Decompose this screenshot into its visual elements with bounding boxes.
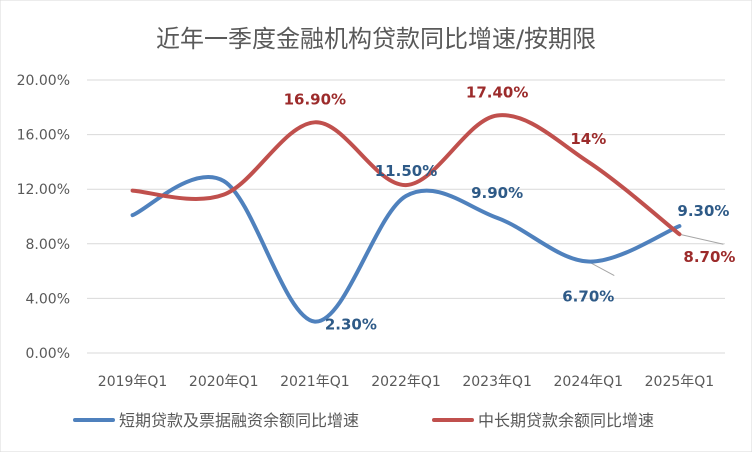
data-label: 9.90% xyxy=(471,184,523,202)
data-point xyxy=(314,121,316,123)
data-label: 17.40% xyxy=(466,83,528,101)
chart-title: 近年一季度金融机构贷款同比增速/按期限 xyxy=(156,25,596,53)
x-tick-label: 2019年Q1 xyxy=(98,374,168,390)
data-point xyxy=(223,194,225,196)
x-tick-label: 2020年Q1 xyxy=(189,374,259,390)
x-tick-label: 2022年Q1 xyxy=(371,374,441,390)
leader-line xyxy=(588,261,615,276)
legend-label: 中长期贷款余额同比增速 xyxy=(478,411,654,430)
data-label: 6.70% xyxy=(562,288,614,306)
data-point xyxy=(132,214,134,216)
leader-line xyxy=(679,233,724,245)
data-point xyxy=(587,261,589,263)
y-axis-ticks: 0.00% 4.00% 8.00% 12.00% 16.00% 20.00% xyxy=(17,73,70,362)
data-label: 11.50% xyxy=(375,162,437,180)
x-axis-ticks: 2019年Q1 2020年Q1 2021年Q1 2022年Q1 2023年Q1 2024年… xyxy=(98,374,714,390)
y-tick-label: 12.00% xyxy=(17,182,70,198)
x-tick-label: 2024年Q1 xyxy=(554,374,624,390)
y-tick-label: 20.00% xyxy=(17,73,70,89)
data-point xyxy=(132,190,134,192)
y-tick-label: 16.00% xyxy=(17,128,70,144)
x-tick-label: 2021年Q1 xyxy=(280,374,350,390)
legend: 短期贷款及票据融资余额同比增速 中长期贷款余额同比增速 xyxy=(73,411,654,430)
data-point xyxy=(678,233,680,235)
data-point xyxy=(587,161,589,163)
gridlines xyxy=(87,79,725,354)
data-label: 9.30% xyxy=(677,202,729,220)
series-lines xyxy=(130,113,682,324)
x-tick-label: 2023年Q1 xyxy=(462,374,532,390)
data-point xyxy=(496,217,498,219)
data-label: 2.30% xyxy=(325,316,377,334)
data-label: 14% xyxy=(570,130,606,148)
data-point xyxy=(678,225,680,227)
y-tick-label: 0.00% xyxy=(26,346,70,362)
data-point xyxy=(496,114,498,116)
data-point xyxy=(314,321,316,323)
data-label: 8.70% xyxy=(683,248,735,266)
y-tick-label: 4.00% xyxy=(26,291,70,307)
data-point xyxy=(405,195,407,197)
data-point xyxy=(405,184,407,186)
data-labels: 2.30% 11.50% 9.90% 6.70% 9.30% 16.90% 17.40% 14… xyxy=(284,83,736,333)
data-point xyxy=(223,180,225,182)
data-label: 16.90% xyxy=(284,90,346,108)
legend-label: 短期贷款及票据融资余额同比增速 xyxy=(119,411,359,430)
y-tick-label: 8.00% xyxy=(26,237,70,253)
label-leader-lines xyxy=(588,233,724,276)
x-tick-label: 2025年Q1 xyxy=(645,374,715,390)
